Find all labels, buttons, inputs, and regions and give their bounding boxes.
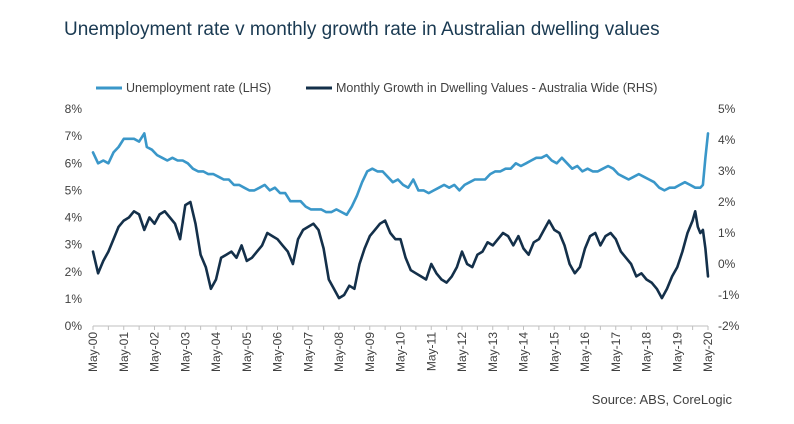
x-tick-label: May-07 — [301, 332, 315, 372]
left-tick-label: 7% — [65, 129, 83, 143]
x-tick-label: May-02 — [148, 332, 162, 372]
left-tick-label: 6% — [65, 156, 83, 170]
x-tick-label: May-19 — [670, 332, 684, 372]
x-tick-label: May-08 — [332, 332, 346, 372]
legend: Unemployment rate (LHS) Monthly Growth in… — [96, 81, 657, 95]
x-tick-label: May-01 — [117, 332, 131, 372]
x-tick-label: May-10 — [394, 332, 408, 372]
x-tick-label: May-12 — [455, 332, 469, 372]
x-tick-label: May-20 — [701, 332, 715, 372]
x-tick-label: May-17 — [609, 332, 623, 372]
x-tick-label: May-14 — [517, 332, 531, 372]
unemployment-line — [91, 132, 710, 217]
left-axis-ticks: 0% 1% 2% 3% 4% 5% 6% 7% 8% — [65, 102, 83, 333]
left-tick-label: 2% — [65, 265, 83, 279]
x-tick-label: May-09 — [363, 332, 377, 372]
right-axis-ticks: -2% -1% 0% 1% 2% 3% 4% 5% — [718, 102, 740, 333]
x-tick-label: May-04 — [209, 332, 223, 372]
x-tick-label: May-18 — [640, 332, 654, 372]
right-tick-label: 2% — [718, 195, 736, 209]
right-tick-label: -1% — [718, 288, 740, 302]
series-layer — [91, 132, 710, 300]
left-tick-label: 0% — [65, 319, 83, 333]
right-tick-label: 3% — [718, 164, 736, 178]
right-tick-label: -2% — [718, 319, 740, 333]
chart-title: Unemployment rate v monthly growth rate … — [64, 19, 660, 40]
x-tick-label: May-05 — [240, 332, 254, 372]
left-tick-label: 4% — [65, 211, 83, 225]
x-axis: May-00 May-01 May-02 May-03 May-04 May-05 May-… — [86, 325, 715, 372]
legend-label: Monthly Growth in Dwelling Values - Aust… — [336, 81, 657, 95]
x-tick-label: May-11 — [424, 332, 438, 371]
left-tick-label: 8% — [65, 102, 83, 116]
right-tick-label: 5% — [718, 102, 736, 116]
dwelling-growth-line — [91, 200, 710, 300]
left-tick-label: 5% — [65, 183, 83, 197]
x-tick-label: May-15 — [547, 332, 561, 372]
right-tick-label: 0% — [718, 257, 736, 271]
right-tick-label: 4% — [718, 133, 736, 147]
right-tick-label: 1% — [718, 226, 736, 240]
source-note: Source: ABS, CoreLogic — [591, 392, 732, 407]
x-tick-label: May-00 — [86, 332, 100, 372]
x-tick-label: May-16 — [578, 332, 592, 372]
left-tick-label: 3% — [65, 238, 83, 252]
x-tick-label: May-06 — [271, 332, 285, 372]
left-tick-label: 1% — [65, 292, 83, 306]
legend-label: Unemployment rate (LHS) — [126, 81, 271, 95]
x-tick-label: May-03 — [178, 332, 192, 372]
x-tick-label: May-13 — [486, 332, 500, 372]
